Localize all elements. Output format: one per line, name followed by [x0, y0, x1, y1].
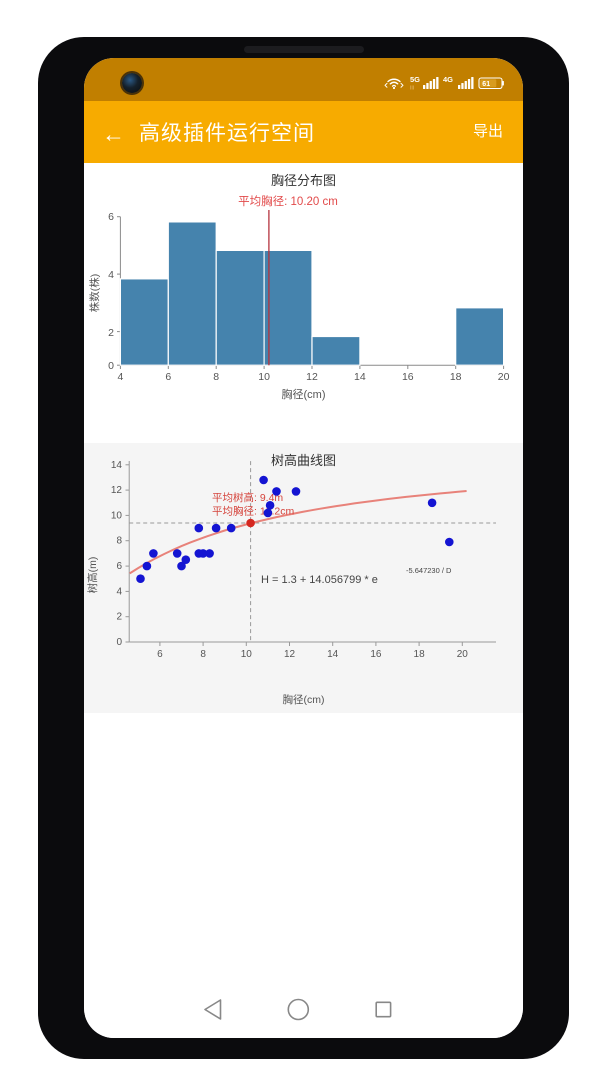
svg-text:2: 2	[116, 612, 122, 623]
svg-text:16: 16	[370, 649, 382, 660]
svg-text:0: 0	[108, 360, 114, 372]
svg-text:12: 12	[111, 485, 123, 496]
svg-text:20: 20	[498, 371, 510, 383]
svg-text:4: 4	[116, 586, 122, 597]
svg-text:树高曲线图: 树高曲线图	[271, 453, 336, 468]
svg-text:16: 16	[402, 371, 414, 383]
svg-text:胸径(cm): 胸径(cm)	[283, 693, 325, 706]
svg-text:6: 6	[116, 561, 122, 572]
svg-text:2: 2	[108, 327, 114, 339]
svg-text:6: 6	[157, 649, 163, 660]
svg-text:8: 8	[200, 649, 206, 660]
svg-text:4G: 4G	[443, 75, 453, 84]
svg-text:平均胸径: 10.2cm: 平均胸径: 10.2cm	[212, 505, 295, 518]
svg-text:10: 10	[258, 371, 270, 383]
svg-text:18: 18	[414, 649, 426, 660]
svg-text:12: 12	[306, 371, 318, 383]
svg-text:8: 8	[116, 536, 122, 547]
svg-text:10: 10	[111, 510, 123, 521]
svg-text:0: 0	[116, 637, 122, 648]
svg-text:5G: 5G	[410, 75, 420, 84]
svg-text:-5.647230 / D: -5.647230 / D	[406, 566, 452, 575]
svg-text:12: 12	[284, 649, 296, 660]
svg-text:株数(株): 株数(株)	[88, 274, 101, 313]
svg-text:10: 10	[241, 649, 253, 660]
svg-text:14: 14	[327, 649, 339, 660]
svg-text:III: III	[410, 86, 414, 92]
svg-text:6: 6	[108, 211, 114, 223]
svg-text:平均胸径: 10.20 cm: 平均胸径: 10.20 cm	[238, 194, 338, 208]
svg-text:胸径分布图: 胸径分布图	[271, 173, 336, 188]
svg-text:4: 4	[108, 269, 114, 281]
svg-text:20: 20	[457, 649, 469, 660]
svg-text:14: 14	[111, 460, 123, 471]
svg-text:4: 4	[117, 371, 123, 383]
svg-text:胸径(cm): 胸径(cm)	[282, 387, 326, 401]
svg-text:6: 6	[165, 371, 171, 383]
svg-text:61: 61	[482, 81, 490, 88]
svg-text:8: 8	[213, 371, 219, 383]
svg-text:14: 14	[354, 371, 366, 383]
svg-text:H = 1.3 + 14.056799 * e: H = 1.3 + 14.056799 * e	[261, 574, 378, 586]
svg-text:18: 18	[450, 371, 462, 383]
svg-text:树高(m): 树高(m)	[86, 557, 99, 594]
